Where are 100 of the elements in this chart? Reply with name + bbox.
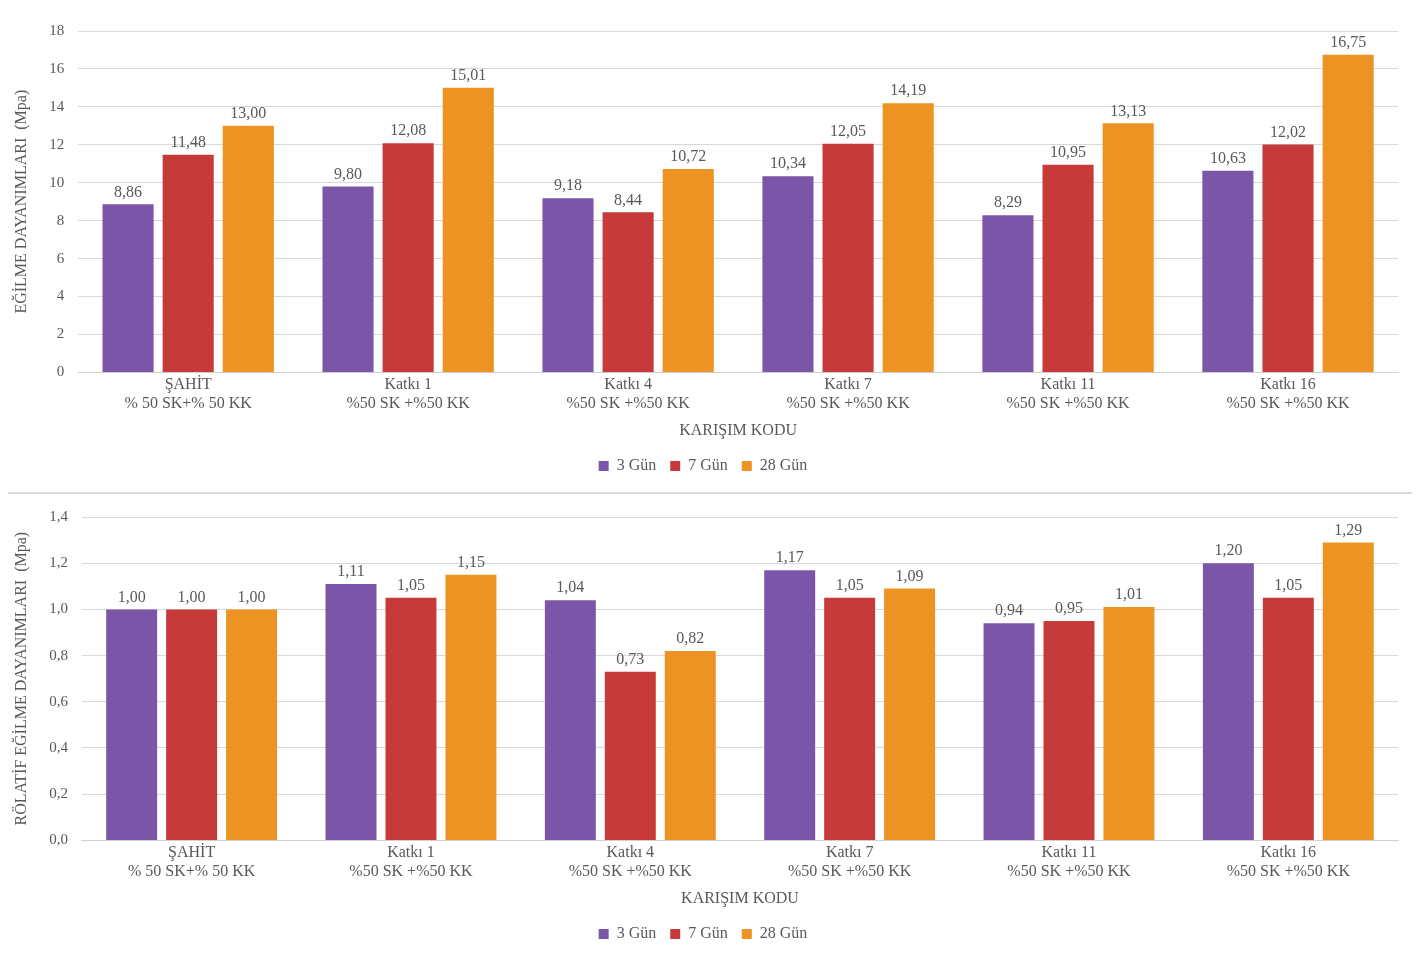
- y-tick-label: 0,2: [49, 785, 68, 802]
- x-tick-label: Katkı 11 %50 SK +%50 KK: [1006, 375, 1131, 412]
- y-tick-label: 8: [56, 211, 65, 228]
- x-tick-label: ŞAHİT % 50 SK+% 50 KK: [124, 375, 253, 412]
- bar: [542, 198, 594, 372]
- x-axis-title: KARIŞIM KODU: [679, 420, 798, 439]
- y-tick-label: 2: [56, 325, 65, 342]
- data-label: 12,02: [1270, 122, 1307, 140]
- bar: [1202, 563, 1254, 840]
- bar: [1322, 54, 1374, 372]
- data-label: 0,73: [616, 649, 645, 667]
- bar: [382, 143, 434, 372]
- bar: [162, 154, 214, 372]
- y-tick-label: 10: [49, 173, 65, 190]
- x-tick-label: Katkı 16 %50 SK +%50 KK: [1226, 375, 1351, 412]
- y-tick-label: 0,4: [49, 738, 69, 755]
- data-label: 13,00: [230, 104, 267, 122]
- data-label: 13,13: [1110, 101, 1147, 119]
- x-tick-label: ŞAHİT % 50 SK+% 50 KK: [128, 843, 256, 880]
- data-label: 10,95: [1050, 142, 1087, 160]
- data-label: 16,75: [1330, 32, 1367, 50]
- legend-label: 28 Gün: [759, 456, 808, 474]
- bar: [764, 570, 816, 840]
- bar: [1262, 597, 1314, 840]
- bar: [982, 215, 1034, 372]
- legend-label: 7 Gün: [688, 924, 728, 942]
- x-axis-title: KARIŞIM KODU: [681, 888, 800, 907]
- data-label: 1,11: [337, 562, 365, 580]
- bar: [882, 103, 934, 372]
- x-tick-label: Katkı 1 %50 SK +%50 KK: [349, 843, 474, 880]
- data-label: 0,95: [1054, 599, 1083, 617]
- data-label: 8,29: [993, 193, 1022, 211]
- bar: [662, 169, 714, 372]
- bar: [385, 597, 437, 840]
- y-tick-label: 12: [49, 135, 65, 152]
- bar: [1102, 123, 1154, 372]
- data-label: 1,15: [456, 552, 485, 570]
- y-tick-label: 1,4: [49, 507, 69, 524]
- bar: [1042, 164, 1094, 372]
- bar: [102, 204, 154, 372]
- bar: [762, 176, 814, 372]
- data-label: 10,34: [769, 154, 806, 172]
- x-tick-label: Katkı 4 %50 SK +%50 KK: [568, 843, 693, 880]
- bar: [824, 597, 876, 840]
- bar: [322, 186, 374, 372]
- data-label: 1,20: [1214, 541, 1243, 559]
- legend-label: 3 Gün: [616, 456, 657, 474]
- data-label: 9,80: [334, 164, 363, 182]
- x-tick-label: Katkı 11 %50 SK +%50 KK: [1007, 843, 1132, 880]
- y-tick-label: 0,6: [49, 692, 69, 709]
- data-label: 0,82: [676, 629, 705, 647]
- bar: [983, 623, 1035, 840]
- bar: [544, 600, 596, 840]
- legend-label: 7 Gün: [688, 456, 728, 474]
- x-tick-label: Katkı 4 %50 SK +%50 KK: [566, 375, 691, 412]
- bar: [226, 609, 278, 840]
- bar: [222, 125, 274, 372]
- data-label: 1,09: [895, 566, 924, 584]
- y-tick-label: 14: [49, 97, 65, 114]
- data-label: 1,00: [117, 587, 146, 605]
- y-tick-label: 4: [56, 287, 65, 304]
- bar: [604, 671, 656, 840]
- legend-label: 28 Gün: [759, 924, 808, 942]
- y-tick-label: 0,8: [49, 646, 68, 663]
- bar: [166, 609, 218, 840]
- bar: [1103, 607, 1155, 840]
- data-label: 1,05: [396, 576, 425, 594]
- bar: [1202, 170, 1254, 372]
- y-tick-label: 1,0: [49, 600, 68, 617]
- data-label: 15,01: [450, 65, 487, 83]
- y-tick-label: 0,0: [49, 831, 68, 848]
- data-label: 1,29: [1334, 520, 1363, 538]
- y-tick-label: 1,2: [49, 554, 68, 571]
- data-label: 10,72: [670, 147, 707, 165]
- x-tick-label: Katkı 7 %50 SK +%50 KK: [786, 375, 911, 412]
- y-tick-label: 18: [49, 21, 65, 38]
- x-tick-label: Katkı 1 %50 SK +%50 KK: [346, 375, 471, 412]
- data-label: 14,19: [890, 81, 927, 99]
- bar: [445, 574, 497, 840]
- data-label: 1,00: [237, 587, 266, 605]
- bar: [325, 583, 377, 840]
- bar: [106, 609, 158, 840]
- bar: [602, 212, 654, 372]
- x-tick-label: Katkı 16 %50 SK +%50 KK: [1226, 843, 1351, 880]
- y-axis-title: EĞİLME DAYANIMLARI (Mpa): [10, 89, 30, 314]
- data-label: 9,18: [553, 176, 582, 194]
- data-label: 1,05: [835, 576, 864, 594]
- data-label: 0,94: [995, 601, 1024, 619]
- bar: [442, 87, 494, 372]
- data-label: 10,63: [1209, 148, 1246, 166]
- bar: [822, 143, 874, 372]
- data-label: 1,05: [1274, 576, 1303, 594]
- data-label: 1,00: [177, 587, 206, 605]
- data-label: 8,86: [114, 182, 143, 200]
- bar: [1043, 620, 1095, 840]
- legend-label: 3 Gün: [616, 924, 657, 942]
- data-label: 8,44: [614, 190, 643, 208]
- bar: [1262, 144, 1314, 372]
- y-axis-title: RÖLATİF EĞİLME DAYANIMLARI (Mpa): [10, 531, 30, 826]
- data-label: 12,05: [830, 122, 867, 140]
